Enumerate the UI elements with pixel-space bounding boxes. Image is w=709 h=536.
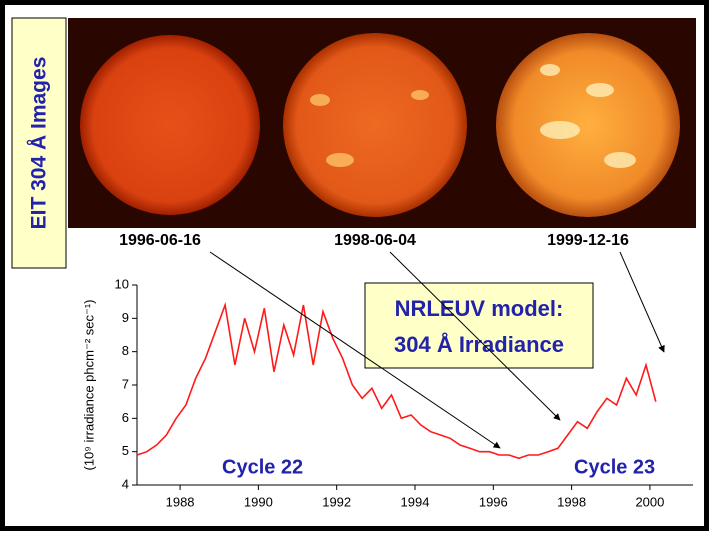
x-tick-label: 1996 [479, 494, 508, 509]
date-label: 1998-06-04 [334, 232, 416, 249]
y-axis-label: (10⁹ irradiance phcm⁻² sec⁻¹) [81, 299, 96, 470]
figure: EIT 304 Å Images 1996-06-16 1998-06-04 1… [0, 0, 709, 531]
sun-image [496, 33, 680, 217]
sun-image [283, 33, 467, 217]
y-tick-label: 6 [122, 410, 129, 425]
y-tick-label: 9 [122, 310, 129, 325]
x-tick-label: 1994 [401, 494, 430, 509]
sun-image [80, 35, 260, 215]
x-tick-label: 1988 [166, 494, 195, 509]
y-tick-label: 5 [122, 443, 129, 458]
x-tick-label: 1998 [557, 494, 586, 509]
x-tick-label: 1990 [244, 494, 273, 509]
y-tick-label: 4 [122, 476, 129, 491]
annotation: NRLEUV model: [395, 296, 564, 321]
x-tick-label: 2000 [635, 494, 664, 509]
y-tick-label: 7 [122, 376, 129, 391]
cycle-label: Cycle 23 [574, 456, 655, 478]
x-tick-label: 1992 [322, 494, 351, 509]
date-label: 1999-12-16 [547, 232, 629, 249]
y-tick-label: 10 [115, 276, 129, 291]
y-tick-label: 8 [122, 343, 129, 358]
images-label: EIT 304 Å Images [27, 57, 51, 230]
date-label: 1996-06-16 [119, 232, 201, 249]
cycle-label: Cycle 22 [222, 456, 303, 478]
annotation: 304 Å Irradiance [394, 331, 564, 357]
